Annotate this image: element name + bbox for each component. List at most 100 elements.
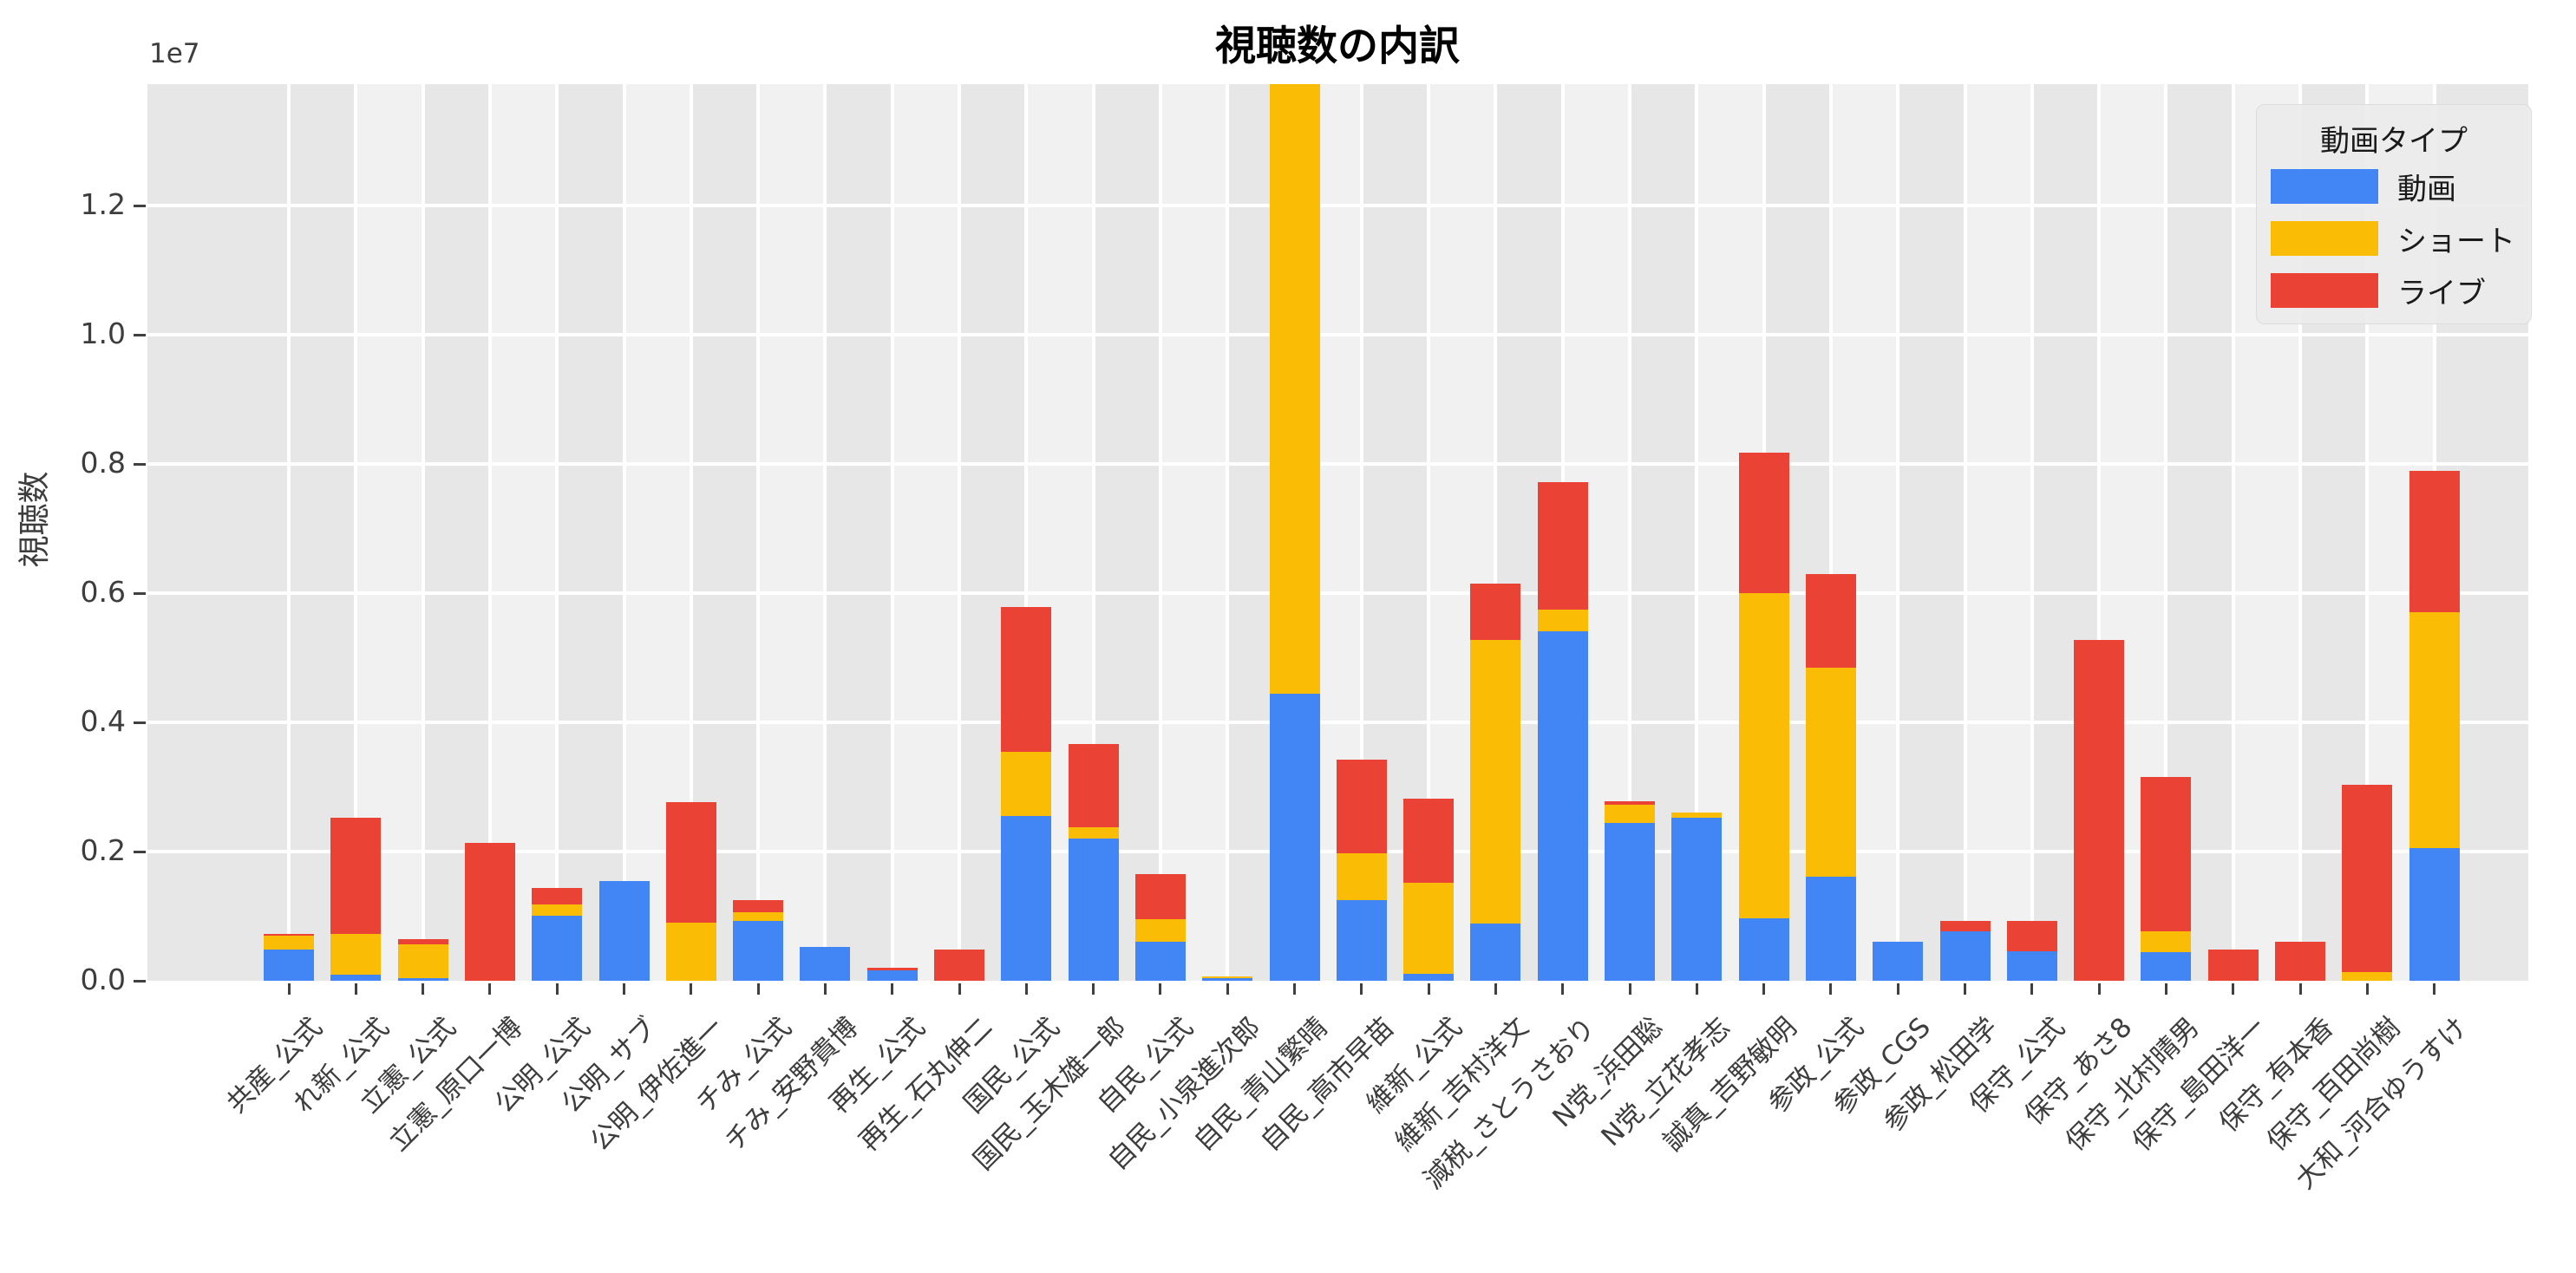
x-gridline [1024,84,1029,981]
bar-segment [733,912,784,922]
bar-segment [1001,816,1052,981]
bar-segment [464,842,515,981]
legend-item-label: ライブ [2397,276,2486,311]
legend-item-label: ショート [2397,224,2515,259]
y-gridline [147,204,2528,208]
x-tick-mark [1024,983,1028,995]
bar-segment [866,968,918,971]
bar-segment [1336,852,1387,900]
y-tick-label: 0.0 [80,963,126,996]
bar-segment [264,933,314,936]
x-gridline [2030,84,2034,981]
bar-segment [1738,918,1789,981]
bar-segment [397,938,448,945]
legend-swatch-video-icon [2271,169,2378,204]
x-gridline [1359,84,1363,981]
x-gridline [555,84,559,981]
x-tick-mark [2433,983,2436,995]
bar-segment [1805,667,1856,878]
bar-segment [1738,452,1789,594]
y-gridline [147,591,2528,596]
x-gridline [1896,84,1900,981]
bar-segment [1738,593,1789,919]
x-tick-mark [690,983,693,995]
bar-segment [1134,919,1186,943]
x-tick-mark [1695,983,1698,995]
x-tick-mark [958,983,961,995]
bar-segment [532,904,583,916]
bar-segment [1202,977,1253,981]
x-tick-mark [1628,983,1631,995]
y-axis-offset-label: 1e7 [149,38,200,69]
y-tick-label: 1.0 [80,317,126,351]
y-tick-mark [134,721,146,724]
x-gridline [1158,84,1162,981]
y-tick-label: 1.2 [80,187,126,222]
x-tick-mark [2232,983,2235,995]
x-tick-mark [422,983,425,995]
bar-segment [1671,818,1723,981]
x-gridline [890,84,894,981]
bar-segment [1403,882,1455,974]
plot-background-stripe [489,84,558,981]
bar-segment [2342,972,2393,981]
x-gridline [2097,84,2102,981]
legend-swatch-live-icon [2271,273,2378,308]
bar-segment [733,899,784,913]
y-tick-mark [134,979,146,982]
y-tick-label: 0.8 [80,446,126,480]
bar-segment [1939,931,1991,981]
bar-segment [1671,813,1723,819]
x-tick-mark [756,983,760,995]
y-tick-label: 0.2 [80,833,126,867]
legend-swatch-short-icon [2271,221,2378,256]
x-gridline [1828,84,1833,981]
bar-segment [330,934,382,976]
plot-background-stripe [1160,84,1228,981]
bar-segment [1537,481,1588,610]
x-gridline [2231,84,2235,981]
bar-segment [1068,826,1119,839]
y-tick-mark [134,333,146,336]
x-tick-mark [2298,983,2302,995]
x-tick-mark [1226,983,1229,995]
x-tick-mark [555,983,559,995]
bar-segment [1269,84,1320,694]
bar-segment [598,881,650,981]
x-gridline [756,84,761,981]
x-tick-mark [1494,983,1497,995]
x-tick-mark [623,983,625,995]
plot-background-stripe [147,84,289,981]
plot-background-stripe [422,84,490,981]
x-tick-mark [1293,983,1296,995]
x-tick-mark [1896,983,1899,995]
bar-segment [397,944,448,979]
x-gridline [487,84,492,981]
bar-segment [1202,976,1253,978]
plot-background-stripe [1898,84,1965,981]
y-tick-mark [134,204,146,207]
x-tick-mark [1829,983,1833,995]
bar-segment [866,970,918,981]
bar-segment [1470,639,1521,924]
x-tick-mark [2097,983,2101,995]
bar-segment [1537,630,1588,981]
x-tick-mark [354,983,357,995]
x-gridline [1226,84,1230,981]
y-tick-label: 0.4 [80,704,126,739]
x-gridline [2298,84,2302,981]
x-tick-mark [2030,983,2034,995]
x-gridline [287,84,291,981]
bar-segment [934,949,984,981]
plot-background-stripe [892,84,959,981]
plot-background-stripe [557,84,624,981]
y-gridline [147,721,2528,725]
x-tick-mark [1561,983,1565,995]
bar-segment [2006,951,2057,981]
bar-segment [1134,874,1186,920]
x-gridline [1494,84,1498,981]
bar-segment [532,915,583,981]
bar-segment [1001,751,1052,817]
y-tick-mark [134,591,146,595]
bar-segment [1068,743,1119,827]
